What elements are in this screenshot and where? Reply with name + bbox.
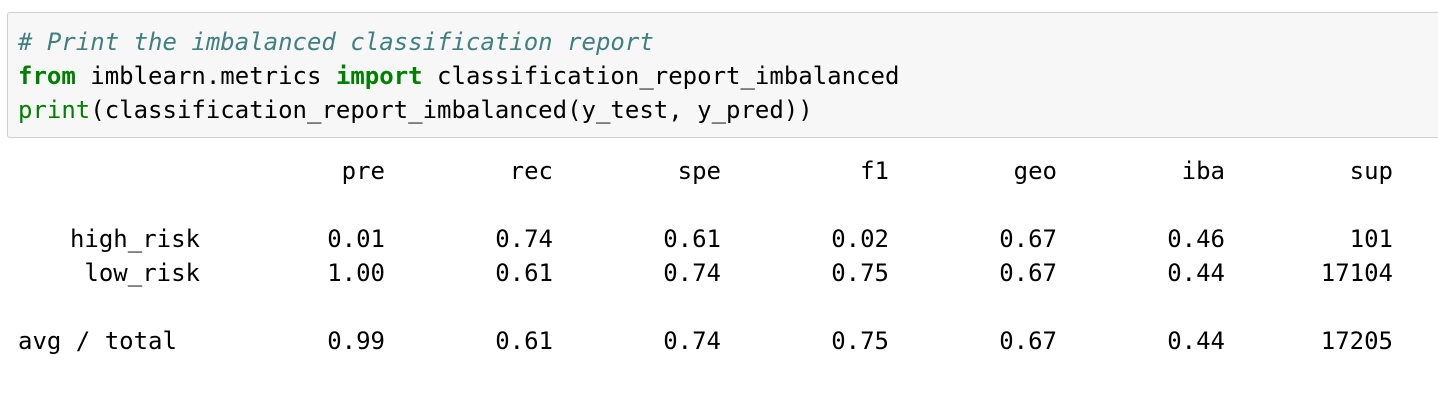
cell-output: pre rec spe f1 geo iba sup high_risk 0.0… xyxy=(0,150,1438,390)
table-cell: 0.01 xyxy=(327,225,385,253)
print-arguments: (classification_report_imbalanced(y_test… xyxy=(90,96,813,124)
table-cell: 0.44 xyxy=(1167,327,1225,355)
column-header-iba: iba xyxy=(1181,157,1225,185)
code-line-print: print(classification_report_imbalanced(y… xyxy=(18,93,813,127)
table-cell: 101 xyxy=(1349,225,1393,253)
table-cell: 17205 xyxy=(1320,327,1393,355)
code-comment: # Print the imbalanced classification re… xyxy=(18,28,654,56)
code-line-import: from imblearn.metrics import classificat… xyxy=(18,59,899,93)
row-label-avg-total: avg / total xyxy=(18,327,177,355)
table-cell: 0.67 xyxy=(999,327,1057,355)
table-cell: 0.61 xyxy=(495,259,553,287)
imported-name: classification_report_imbalanced xyxy=(422,62,900,90)
column-header-sup: sup xyxy=(1349,157,1393,185)
table-cell: 0.75 xyxy=(831,259,889,287)
table-cell: 0.02 xyxy=(831,225,889,253)
table-cell: 17104 xyxy=(1320,259,1393,287)
table-cell: 0.99 xyxy=(327,327,385,355)
table-cell: 1.00 xyxy=(327,259,385,287)
row-label-high-risk: high_risk xyxy=(69,225,200,253)
code-cell[interactable]: # Print the imbalanced classification re… xyxy=(7,12,1438,138)
table-cell: 0.61 xyxy=(663,225,721,253)
table-cell: 0.74 xyxy=(495,225,553,253)
table-cell: 0.74 xyxy=(663,259,721,287)
row-label-low-risk: low_risk xyxy=(84,259,200,287)
table-cell: 0.67 xyxy=(999,259,1057,287)
module-name: imblearn.metrics xyxy=(75,62,336,90)
table-cell: 0.61 xyxy=(495,327,553,355)
table-cell: 0.74 xyxy=(663,327,721,355)
code-line-comment: # Print the imbalanced classification re… xyxy=(18,25,654,59)
keyword-import: import xyxy=(335,62,423,90)
builtin-print: print xyxy=(18,96,91,124)
column-header-pre: pre xyxy=(341,157,385,185)
column-header-geo: geo xyxy=(1013,157,1057,185)
table-cell: 0.44 xyxy=(1167,259,1225,287)
keyword-from: from xyxy=(18,62,76,90)
table-cell: 0.67 xyxy=(999,225,1057,253)
table-cell: 0.75 xyxy=(831,327,889,355)
column-header-f1: f1 xyxy=(860,157,889,185)
column-header-rec: rec xyxy=(509,157,553,185)
table-cell: 0.46 xyxy=(1167,225,1225,253)
column-header-spe: spe xyxy=(677,157,721,185)
